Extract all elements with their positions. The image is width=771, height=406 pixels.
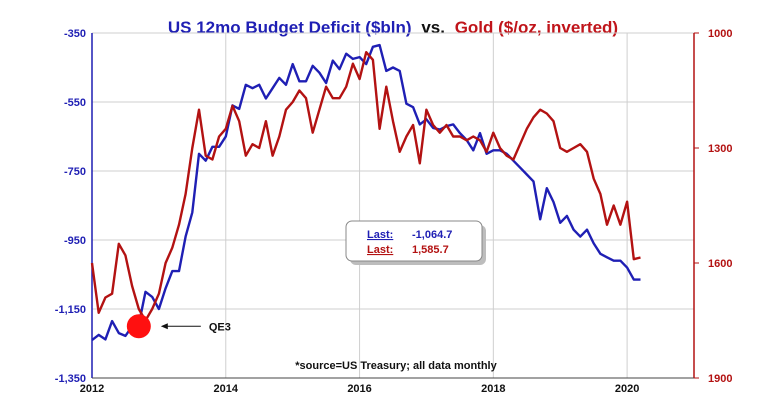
x-tick-label: 2012 (80, 383, 104, 395)
chart-title: US 12mo Budget Deficit ($bln) vs. Gold (… (168, 18, 618, 37)
last-values-box: Last: -1,064.7 Last: 1,585.7 (345, 220, 486, 265)
left-tick-label: -1,350 (55, 373, 86, 385)
left-tick-label: -550 (64, 97, 86, 109)
left-tick-label: -350 (64, 28, 86, 40)
left-tick-label: -1,150 (55, 304, 86, 316)
legend-gold-value: 1,585.7 (412, 244, 449, 256)
series-line-gold (90, 51, 641, 322)
right-tick-label: 1300 (708, 143, 732, 155)
source-note: *source=US Treasury; all data monthly (295, 360, 497, 372)
qe3-arrowhead (160, 323, 168, 330)
qe3-label: QE3 (209, 321, 231, 333)
qe3-marker (126, 314, 151, 339)
qe3-annotation: QE3 (126, 314, 231, 339)
right-tick-label: 1000 (708, 28, 732, 40)
x-tick-label: 2016 (347, 383, 371, 395)
axes (91, 33, 695, 379)
series-line-deficit (91, 43, 641, 342)
x-tick-label: 2018 (481, 383, 505, 395)
series-lines (90, 43, 641, 342)
right-tick-label: 1600 (708, 258, 732, 270)
left-tick-label: -750 (64, 166, 86, 178)
legend-deficit-label: Last: (367, 229, 393, 241)
x-tick-label: 2020 (615, 383, 639, 395)
right-tick-label: 1900 (708, 373, 732, 385)
legend-frame (345, 220, 483, 262)
left-axis: -350 -550 -750 -950 -1,150 -1,350 (55, 28, 86, 385)
legend-deficit-value: -1,064.7 (412, 229, 452, 241)
x-tick-label: 2014 (214, 383, 239, 395)
title-deficit: US 12mo Budget Deficit ($bln) (168, 18, 412, 37)
right-axis: 1000 1300 1600 1900 (694, 28, 732, 385)
legend-gold-label: Last: (367, 244, 393, 256)
title-gold: Gold ($/oz, inverted) (455, 18, 618, 37)
title-joiner: vs. (421, 18, 445, 37)
left-tick-label: -950 (64, 235, 86, 247)
x-axis: 2012 2014 2016 2018 2020 (80, 383, 640, 395)
